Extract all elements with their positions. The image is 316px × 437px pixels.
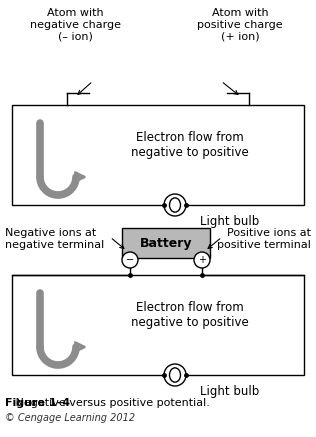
Text: Electron flow from
negative to positive: Electron flow from negative to positive xyxy=(131,301,249,329)
Text: Positive ions at
positive terminal: Positive ions at positive terminal xyxy=(217,228,311,250)
Bar xyxy=(122,228,210,258)
Text: Negative ions at
negative terminal: Negative ions at negative terminal xyxy=(5,228,104,250)
Text: Negative versus positive potential.: Negative versus positive potential. xyxy=(5,398,210,408)
Text: Light bulb: Light bulb xyxy=(200,215,259,228)
Text: Electron flow from
negative to positive: Electron flow from negative to positive xyxy=(131,131,249,159)
Text: −: − xyxy=(126,255,134,265)
Circle shape xyxy=(194,252,210,268)
Text: Atom with
positive charge
(+ ion): Atom with positive charge (+ ion) xyxy=(197,8,283,41)
Circle shape xyxy=(164,364,186,386)
Text: Atom with
negative charge
(– ion): Atom with negative charge (– ion) xyxy=(29,8,120,41)
Ellipse shape xyxy=(169,368,180,382)
Bar xyxy=(12,105,304,205)
Text: Light bulb: Light bulb xyxy=(200,385,259,398)
Circle shape xyxy=(164,194,186,216)
Text: Battery: Battery xyxy=(140,236,192,250)
Bar xyxy=(12,275,304,375)
Text: +: + xyxy=(198,255,206,265)
Circle shape xyxy=(122,252,138,268)
Text: © Cengage Learning 2012: © Cengage Learning 2012 xyxy=(5,413,135,423)
Ellipse shape xyxy=(169,198,180,212)
Text: Figure 1–4: Figure 1–4 xyxy=(5,398,70,408)
